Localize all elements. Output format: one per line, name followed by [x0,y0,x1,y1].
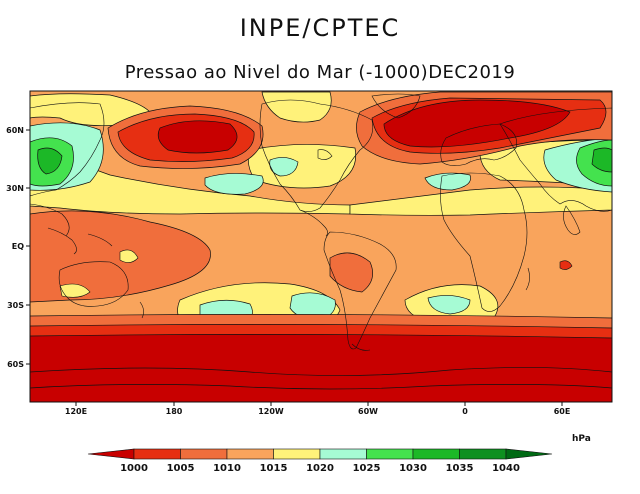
colorbar-unit: hPa [572,434,591,444]
lat-tick-label: 60S [7,360,24,369]
colorbar-segment [412,448,460,460]
pressure-field [30,91,612,402]
lon-tick-label: 60E [554,407,571,416]
colorbar-level-label: 1030 [399,463,427,474]
colorbar-level-label: 1040 [492,463,520,474]
lon-tick-label: 120E [65,407,87,416]
colorbar-segment [319,448,367,460]
colorbar-segment [366,448,414,460]
colorbar: 1000 1005 1010 1015 1020 1025 1030 1035 1040 [87,448,553,474]
lon-tick-label: 180 [166,407,183,416]
page-title: INPE/CPTEC [239,14,401,42]
colorbar-segment [180,448,228,460]
lon-ticks: 120E 180 120W 60W 0 60E [65,402,570,416]
colorbar-segment [273,448,321,460]
lon-tick-label: 0 [462,407,468,416]
colorbar-segment [459,448,507,460]
colorbar-level-label: 1025 [353,463,381,474]
lat-tick-label: EQ [12,242,24,251]
colorbar-level-label: 1010 [213,463,241,474]
lat-tick-label: 60N [6,126,24,135]
lat-ticks: 60N 30N EQ 30S 60S [6,126,30,369]
colorbar-segment [505,448,553,460]
colorbar-level-label: 1035 [446,463,474,474]
colorbar-level-label: 1005 [167,463,195,474]
lat-tick-label: 30N [6,184,24,193]
colorbar-segment [87,448,135,460]
colorbar-segment [226,448,274,460]
lat-tick-label: 30S [7,301,24,310]
colorbar-level-label: 1015 [260,463,288,474]
colorbar-level-label: 1000 [120,463,148,474]
lon-tick-label: 60W [358,407,378,416]
coastlines [30,93,612,351]
colorbar-segment [133,448,181,460]
map-subtitle: Pressao ao Nivel do Mar (-1000)DEC2019 [124,62,516,83]
lon-tick-label: 120W [258,407,284,416]
colorbar-level-label: 1020 [306,463,334,474]
